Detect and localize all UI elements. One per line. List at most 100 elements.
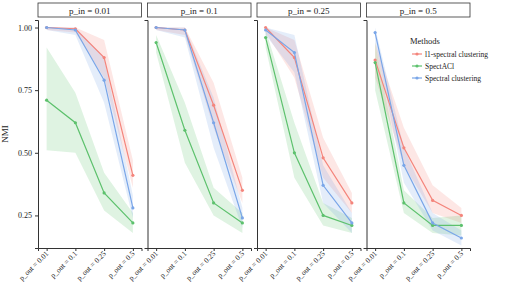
y-axis — [364, 21, 368, 249]
plot-area — [45, 26, 134, 233]
series-line — [266, 28, 352, 203]
legend: Methodsl1-spectral clusteringSpectAClSpe… — [410, 36, 488, 83]
y-tick-mark — [35, 215, 38, 216]
plot-area — [155, 26, 244, 233]
series-line — [47, 100, 133, 223]
chart: p_in = 0.01 p_out = 0.01p_out = 0.1p_out … — [0, 0, 506, 292]
x-axis-line — [39, 249, 143, 252]
x-tick-label: p_out = 0.01 — [346, 249, 380, 283]
error-band — [266, 28, 352, 233]
y-tick: 0.50 — [18, 149, 38, 158]
error-band — [156, 28, 242, 228]
point — [183, 28, 186, 31]
strip — [148, 3, 252, 17]
point — [241, 216, 244, 219]
plot-area — [264, 26, 353, 233]
panel-title: p_in = 0.01 — [69, 6, 110, 16]
point — [212, 121, 215, 124]
legend-label: SpectACl — [425, 62, 454, 71]
point — [374, 61, 377, 64]
point — [374, 31, 377, 34]
x-tick-label: p_out = 0.25 — [403, 249, 437, 283]
panel: p_in = 0.1 p_out = 0.01p_out = 0.1p_out =… — [127, 3, 252, 283]
x-axis: p_out = 0.01p_out = 0.1p_out = 0.25p_out… — [346, 248, 471, 283]
error-band — [47, 28, 133, 218]
x-tick-label: p_out = 0.5 — [434, 249, 465, 280]
y-tick-label: 0.75 — [18, 86, 32, 95]
x-axis-line — [367, 249, 471, 252]
point — [131, 206, 134, 209]
point — [131, 174, 134, 177]
legend-swatch — [412, 65, 422, 66]
point — [212, 104, 215, 107]
point — [45, 26, 48, 29]
x-tick: p_out = 0.25 — [184, 248, 218, 283]
y-tick-label: 0.50 — [18, 149, 32, 158]
x-tick: p_out = 0.25 — [75, 248, 109, 283]
point — [322, 214, 325, 217]
point — [131, 221, 134, 224]
point — [350, 201, 353, 204]
x-axis: p_out = 0.01p_out = 0.1p_out = 0.25p_out… — [127, 248, 252, 283]
point — [103, 79, 106, 82]
error-band — [375, 28, 461, 246]
y-tick: 0.25 — [18, 211, 38, 220]
x-tick-mark — [433, 248, 434, 251]
point — [431, 199, 434, 202]
legend-label: l1-spectral clustering — [425, 50, 488, 59]
y-tick-mark — [35, 28, 38, 29]
x-tick-mark — [185, 248, 186, 251]
x-tick-mark — [323, 248, 324, 251]
x-tick-mark — [104, 248, 105, 251]
panel-title: p_in = 0.25 — [288, 6, 330, 16]
point — [322, 184, 325, 187]
series-line — [156, 43, 242, 223]
strip — [38, 3, 142, 17]
point — [241, 189, 244, 192]
x-tick-label: p_out = 0.01 — [127, 249, 161, 283]
point — [431, 221, 434, 224]
point — [460, 214, 463, 217]
panel: p_in = 0.5p_out = 0.01p_out = 0.1p_out =… — [346, 3, 471, 283]
series-line — [375, 33, 461, 238]
y-axis-title: NMI — [0, 125, 10, 143]
x-tick-label: p_out = 0.25 — [184, 249, 218, 283]
legend-marker — [415, 76, 418, 79]
y-tick-mark — [35, 153, 38, 154]
legend-swatch — [412, 77, 422, 78]
point — [350, 221, 353, 224]
legend-marker — [415, 52, 418, 55]
y-axis — [254, 21, 258, 249]
y-tick-mark — [35, 90, 38, 91]
point — [45, 26, 48, 29]
x-tick-label: p_out = 0.25 — [75, 249, 109, 283]
x-tick: p_out = 0.25 — [403, 248, 437, 283]
y-axis: 0.250.500.751.00 — [18, 21, 39, 249]
point — [322, 156, 325, 159]
point — [103, 191, 106, 194]
x-axis: p_out = 0.01p_out = 0.1p_out = 0.25p_out… — [17, 248, 142, 283]
point — [293, 151, 296, 154]
x-tick-mark — [294, 248, 295, 251]
x-tick-mark — [266, 248, 267, 251]
x-tick: p_out = 0.01 — [17, 248, 51, 283]
point — [402, 146, 405, 149]
x-tick: p_out = 0.01 — [127, 248, 161, 283]
y-tick: 0.75 — [18, 86, 38, 95]
x-tick: p_out = 0.5 — [434, 248, 465, 280]
y-axis-line — [145, 21, 149, 249]
y-axis — [145, 21, 149, 249]
point — [155, 26, 158, 29]
x-tick-mark — [47, 248, 48, 251]
x-axis-line — [148, 249, 252, 252]
x-tick: p_out = 0.25 — [294, 248, 328, 283]
y-axis-line — [35, 21, 39, 249]
point — [264, 28, 267, 31]
series-line — [266, 38, 352, 226]
y-tick-label: 0.25 — [18, 211, 32, 220]
point — [155, 26, 158, 29]
x-tick-mark — [133, 248, 134, 251]
point — [264, 36, 267, 39]
legend-marker — [415, 64, 418, 67]
panel-title: p_in = 0.1 — [181, 6, 218, 16]
